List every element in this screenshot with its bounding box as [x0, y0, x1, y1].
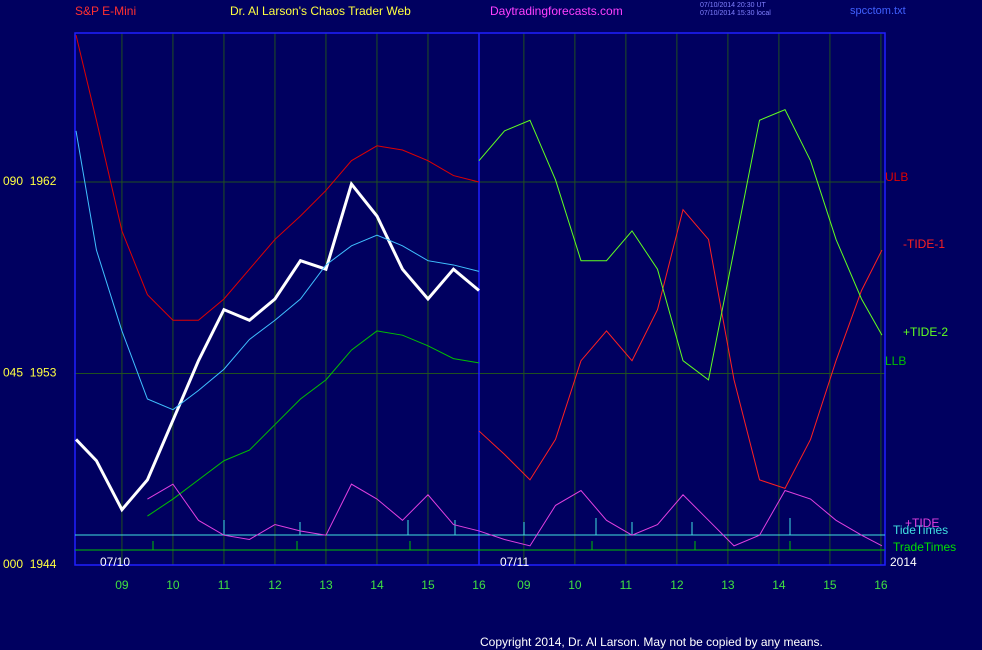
year-label: 2014 — [890, 555, 917, 569]
legend-label: LLB — [885, 354, 906, 368]
series-line — [75, 35, 480, 321]
file-name: spcctom.txt — [850, 5, 906, 17]
trade-time-ticks — [152, 541, 791, 550]
y-tick-label: 045 1953 — [3, 366, 57, 380]
x-tick-label: 15 — [823, 578, 837, 592]
date-label: 07/11 — [500, 555, 529, 569]
series-line — [478, 108, 883, 381]
series-line — [75, 130, 480, 411]
x-tick-label: 10 — [166, 578, 180, 592]
site: Daytradingforecasts.com — [490, 4, 623, 18]
series-line — [74, 180, 480, 513]
copyright: Copyright 2014, Dr. Al Larson. May not b… — [480, 635, 823, 649]
series-lines — [74, 35, 883, 547]
y-tick-label: 090 1962 — [3, 174, 57, 188]
x-tick-label: 11 — [620, 578, 633, 592]
x-tick-label: 15 — [421, 578, 435, 592]
tide-times-label: TideTimes — [893, 523, 948, 537]
trade-times-label: TradeTimes — [893, 540, 956, 554]
legend-label: +TIDE-2 — [903, 325, 948, 339]
x-tick-label: 10 — [568, 578, 582, 592]
x-tick-label: 16 — [472, 578, 486, 592]
series-line — [147, 483, 883, 547]
x-tick-label: 11 — [218, 578, 231, 592]
timestamp: 07/10/2014 15:30 local — [700, 10, 771, 17]
y-tick-label: 000 1944 — [3, 557, 57, 571]
legend-label: +TIDE — [905, 516, 939, 530]
date-label: 07/10 — [100, 555, 130, 569]
series-line — [147, 330, 480, 517]
symbol: S&P E-Mini — [75, 4, 136, 18]
x-tick-label: 14 — [772, 578, 786, 592]
legend-label: ULB — [885, 170, 908, 184]
tide-time-ticks — [223, 518, 791, 535]
x-tick-label: 14 — [370, 578, 384, 592]
plot-frame — [74, 32, 886, 566]
x-tick-label: 09 — [517, 578, 531, 592]
timestamp: 07/10/2014 20:30 UT — [700, 2, 766, 9]
series-line — [478, 208, 883, 490]
x-tick-label: 09 — [115, 578, 129, 592]
chart-title: Dr. Al Larson's Chaos Trader Web — [230, 4, 411, 18]
x-tick-label: 13 — [319, 578, 333, 592]
x-tick-label: 12 — [268, 578, 282, 592]
x-tick-label: 12 — [670, 578, 684, 592]
x-tick-label: 13 — [721, 578, 735, 592]
legend-label: -TIDE-1 — [903, 237, 945, 251]
x-tick-label: 16 — [874, 578, 888, 592]
